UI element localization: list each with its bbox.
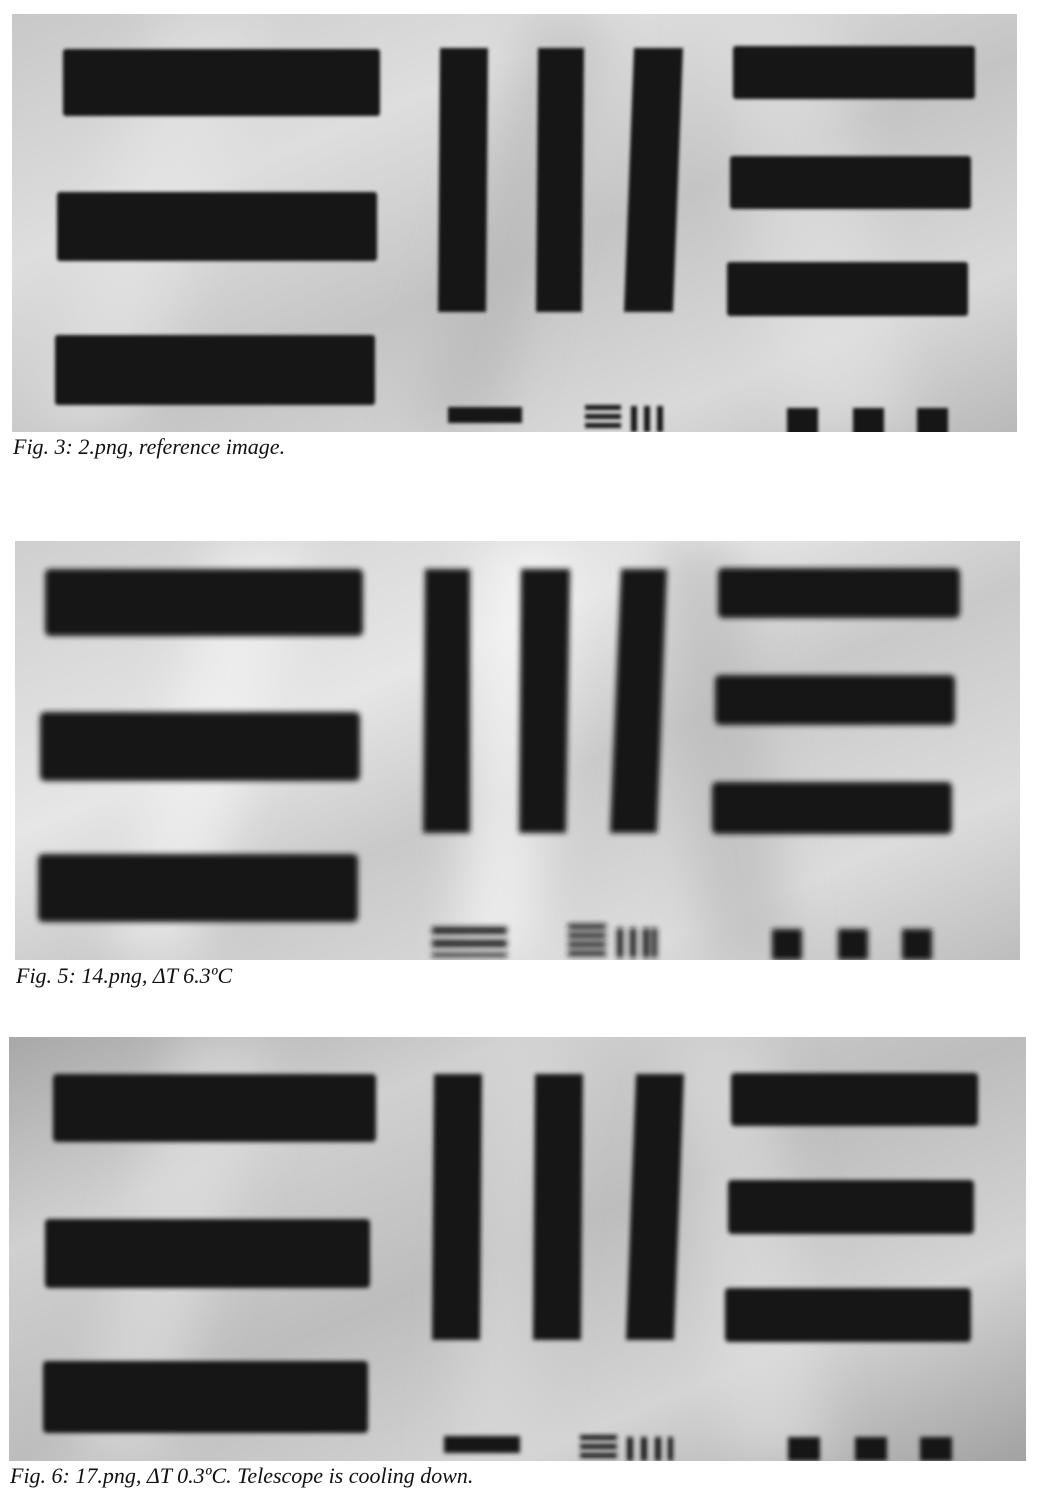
figure-3-image — [12, 14, 1017, 432]
figure-5-caption: Fig. 5: 14.png, ΔT 6.3ºC — [16, 963, 233, 988]
figure-3-caption: Fig. 3: 2.png, reference image. — [13, 434, 286, 459]
figure-6-caption: Fig. 6: 17.png, ΔT 0.3ºC. Telescope is c… — [10, 1463, 474, 1488]
resolution-target-image — [15, 541, 1020, 960]
figure-6-image — [9, 1037, 1026, 1461]
figure-5-image — [15, 541, 1020, 960]
resolution-target-image — [12, 14, 1017, 432]
resolution-target-image — [9, 1037, 1026, 1461]
